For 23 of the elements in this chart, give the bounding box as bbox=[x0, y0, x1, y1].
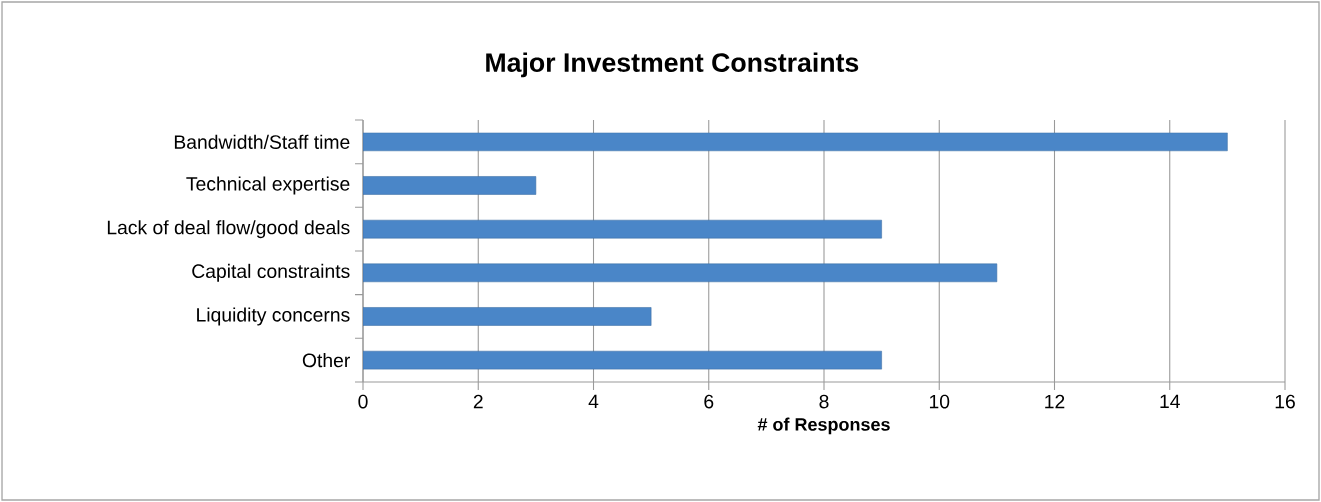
y-tick-label: Other bbox=[302, 353, 350, 368]
x-tick-label: 12 bbox=[1045, 394, 1065, 409]
x-tick-label: 14 bbox=[1160, 394, 1180, 408]
chart-title: Major Investment Constraints bbox=[486, 52, 859, 78]
bar bbox=[363, 307, 652, 326]
y-tick-label: Lack of deal flow/good deals bbox=[107, 220, 350, 239]
y-tick-label: Technical expertise bbox=[186, 176, 350, 195]
bar bbox=[363, 132, 1228, 152]
x-tick-label: 0 bbox=[358, 394, 368, 409]
x-axis-title: # of Responses bbox=[757, 417, 890, 435]
y-tick-label: Bandwidth/Staff time bbox=[174, 134, 350, 149]
bar bbox=[363, 263, 998, 283]
x-tick-label: 4 bbox=[588, 394, 599, 408]
x-tick-label: 2 bbox=[473, 394, 483, 409]
y-tick-label: Capital constraints bbox=[192, 263, 350, 282]
y-tick-label: Liquidity concerns bbox=[197, 307, 350, 326]
x-tick-label: 8 bbox=[819, 394, 829, 409]
bar bbox=[363, 176, 537, 195]
bar bbox=[363, 219, 882, 239]
bar bbox=[363, 350, 882, 370]
x-tick-label: 10 bbox=[929, 394, 950, 409]
x-tick-label: 6 bbox=[704, 394, 714, 409]
x-tick-label: 16 bbox=[1275, 394, 1295, 409]
